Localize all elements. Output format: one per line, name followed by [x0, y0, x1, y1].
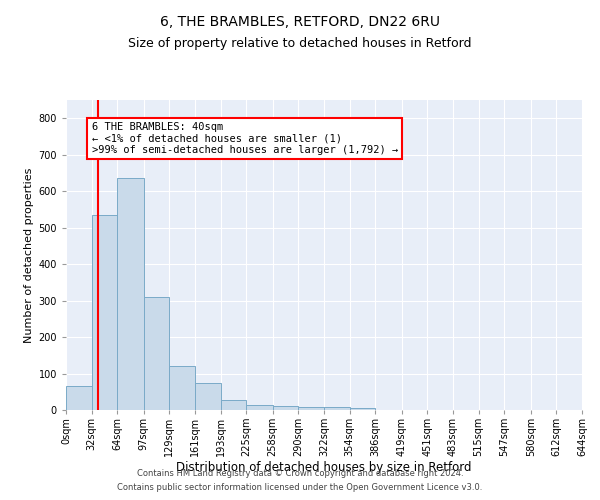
Text: 6 THE BRAMBLES: 40sqm
← <1% of detached houses are smaller (1)
>99% of semi-deta: 6 THE BRAMBLES: 40sqm ← <1% of detached … — [92, 122, 398, 155]
Text: Size of property relative to detached houses in Retford: Size of property relative to detached ho… — [128, 38, 472, 51]
Bar — [169, 366, 195, 410]
Text: Contains HM Land Registry data © Crown copyright and database right 2024.: Contains HM Land Registry data © Crown c… — [137, 468, 463, 477]
Bar — [324, 408, 350, 410]
Bar — [195, 382, 221, 410]
Bar — [350, 408, 375, 410]
Y-axis label: Number of detached properties: Number of detached properties — [25, 168, 34, 342]
Bar — [144, 297, 169, 410]
Bar — [273, 406, 298, 410]
Bar — [66, 386, 92, 410]
X-axis label: Distribution of detached houses by size in Retford: Distribution of detached houses by size … — [176, 460, 472, 473]
Bar — [247, 404, 272, 410]
Bar — [118, 178, 143, 410]
Text: 6, THE BRAMBLES, RETFORD, DN22 6RU: 6, THE BRAMBLES, RETFORD, DN22 6RU — [160, 15, 440, 29]
Bar — [221, 400, 246, 410]
Bar — [92, 215, 117, 410]
Text: Contains public sector information licensed under the Open Government Licence v3: Contains public sector information licen… — [118, 484, 482, 492]
Bar — [298, 407, 324, 410]
